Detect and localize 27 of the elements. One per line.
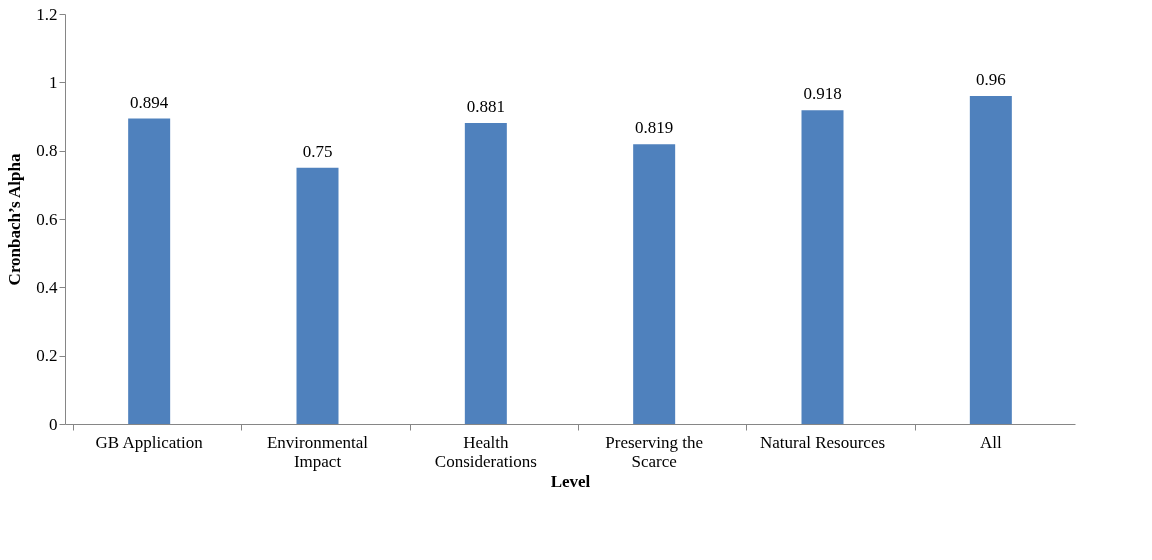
- y-axis-title: Cronbach’s Alpha: [5, 153, 25, 286]
- bar: [464, 122, 507, 424]
- data-label: 0.918: [803, 84, 842, 104]
- y-tick-label: 1: [49, 72, 58, 92]
- x-tick-label: Preserving the Scarce: [605, 432, 704, 471]
- y-tick-label: 1.2: [36, 4, 58, 24]
- data-label: 0.894: [130, 92, 169, 112]
- x-tick-label: Health Considerations: [434, 432, 537, 471]
- y-tick-label: 0.8: [36, 141, 58, 161]
- y-tick-label: 0.2: [36, 346, 58, 366]
- data-label: 0.75: [302, 141, 333, 161]
- bar: [633, 144, 676, 424]
- bar: [296, 167, 339, 424]
- data-label: 0.819: [635, 118, 674, 138]
- data-label: 0.881: [466, 96, 505, 116]
- x-tick-label: GB Application: [95, 432, 204, 452]
- x-tick-label: Environmental Impact: [266, 432, 369, 471]
- y-tick-label: 0: [49, 414, 58, 434]
- y-tick-label: 0.6: [36, 209, 58, 229]
- bar: [128, 118, 171, 424]
- x-tick-label: All: [979, 432, 1002, 452]
- data-label: 0.96: [975, 70, 1006, 89]
- x-tick-label: Natural Resources: [759, 432, 886, 452]
- x-axis-title: Level: [550, 471, 591, 491]
- bar: [969, 96, 1012, 424]
- y-tick-label: 0.4: [36, 277, 58, 297]
- bar: [801, 110, 844, 424]
